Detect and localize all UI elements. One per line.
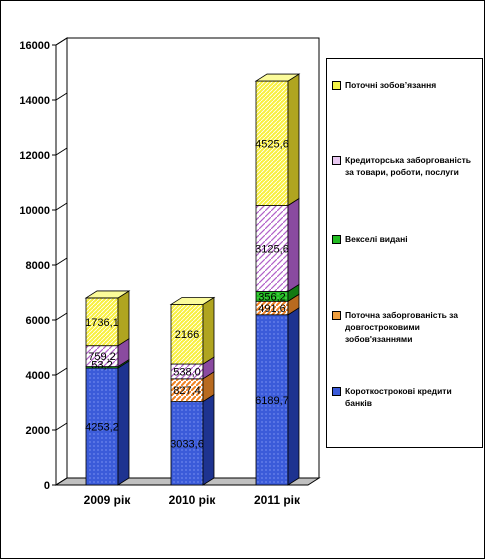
bar-segment-front bbox=[255, 314, 289, 486]
bars bbox=[84, 73, 301, 486]
bar-segment-side bbox=[287, 73, 300, 207]
y-tick-wall-line bbox=[55, 257, 68, 266]
y-tick-wall-line bbox=[55, 367, 68, 376]
data-label: 538,0 bbox=[173, 366, 201, 378]
y-tick-label: 14000 bbox=[19, 95, 50, 107]
y-tick-wall-line bbox=[55, 422, 68, 431]
bar-segment-side bbox=[202, 393, 215, 486]
legend-swatch bbox=[332, 387, 341, 396]
bar-segment-side bbox=[117, 290, 130, 347]
y-tick-label: 12000 bbox=[19, 150, 50, 162]
bar-segment-front bbox=[255, 80, 289, 206]
bar-segment-front bbox=[85, 367, 119, 486]
legend: Поточні зобов’язання Кредиторська заборг… bbox=[326, 58, 483, 448]
data-label: 3033,6 bbox=[170, 438, 204, 450]
data-label: 491,6 bbox=[258, 303, 286, 315]
data-label: 4525,6 bbox=[255, 138, 289, 150]
legend-item-short-term-loans: Короткострокові кредити банків bbox=[332, 385, 480, 409]
legend-swatch bbox=[332, 156, 341, 165]
bar-segment-front bbox=[255, 205, 289, 292]
data-label: 3125,6 bbox=[255, 243, 289, 255]
legend-label: Поточна заборгованість за довгостроковим… bbox=[345, 310, 459, 344]
y-tick-label: 8000 bbox=[26, 260, 50, 272]
legend-label: Короткострокові кредити банків bbox=[345, 386, 452, 408]
legend-item-long-term-current: Поточна заборгованість за довгостроковим… bbox=[332, 309, 480, 345]
legend-swatch bbox=[332, 235, 341, 244]
bar-segment-side bbox=[287, 197, 300, 293]
x-category-label: 2010 рік bbox=[169, 493, 217, 507]
y-tick-label: 2000 bbox=[26, 425, 50, 437]
y-tick-wall-line bbox=[55, 92, 68, 101]
x-axis: 2009 рік 2010 рік 2011 рік bbox=[84, 493, 301, 507]
bar-segment-front bbox=[85, 297, 119, 347]
data-label: 53,2 bbox=[91, 360, 112, 372]
y-tick-wall-line bbox=[55, 202, 68, 211]
y-tick-label: 10000 bbox=[19, 205, 50, 217]
y-tick-label: 6000 bbox=[26, 315, 50, 327]
data-label: 759,2 bbox=[88, 351, 116, 363]
y-tick-wall-line bbox=[55, 147, 68, 156]
data-label: 827,4 bbox=[173, 385, 201, 397]
y-tick-wall-line bbox=[55, 312, 68, 321]
data-label: 2166 bbox=[175, 329, 199, 341]
y-tick-label: 4000 bbox=[26, 370, 50, 382]
data-label: 6189,7 bbox=[255, 395, 289, 407]
data-label: 1736,1 bbox=[85, 317, 119, 329]
legend-swatch bbox=[332, 311, 341, 320]
y-tick-wall-line bbox=[55, 477, 68, 486]
legend-label: Векселі видані bbox=[345, 234, 408, 244]
legend-item-bills-issued: Векселі видані bbox=[332, 233, 480, 245]
x-category-label: 2011 рік bbox=[254, 493, 301, 507]
bar-segment-side bbox=[287, 307, 300, 486]
x-category-label: 2009 рік bbox=[84, 493, 132, 507]
legend-swatch bbox=[332, 81, 341, 90]
data-label: 356,2 bbox=[258, 291, 286, 303]
bar-segment-side bbox=[117, 360, 130, 486]
bar-segment-side bbox=[202, 296, 215, 365]
y-tick-label: 16000 bbox=[19, 40, 50, 52]
y-tick-label: 0 bbox=[44, 480, 50, 492]
bar-top bbox=[169, 297, 216, 305]
legend-label: Поточні зобов’язання bbox=[345, 80, 437, 90]
legend-item-accounts-payable: Кредиторська заборгованість за товари, р… bbox=[332, 154, 480, 178]
bar-top bbox=[84, 290, 131, 299]
bar-top bbox=[254, 73, 301, 82]
y-tick-wall-line bbox=[55, 37, 68, 46]
y-axis: 0 2000 4000 6000 8000 10000 12000 14000 16000 bbox=[19, 37, 68, 492]
legend-label: Кредиторська заборгованість за товари, р… bbox=[345, 155, 472, 177]
data-label: 4253,2 bbox=[85, 422, 119, 434]
legend-item-current-liabilities: Поточні зобов’язання bbox=[332, 79, 480, 91]
